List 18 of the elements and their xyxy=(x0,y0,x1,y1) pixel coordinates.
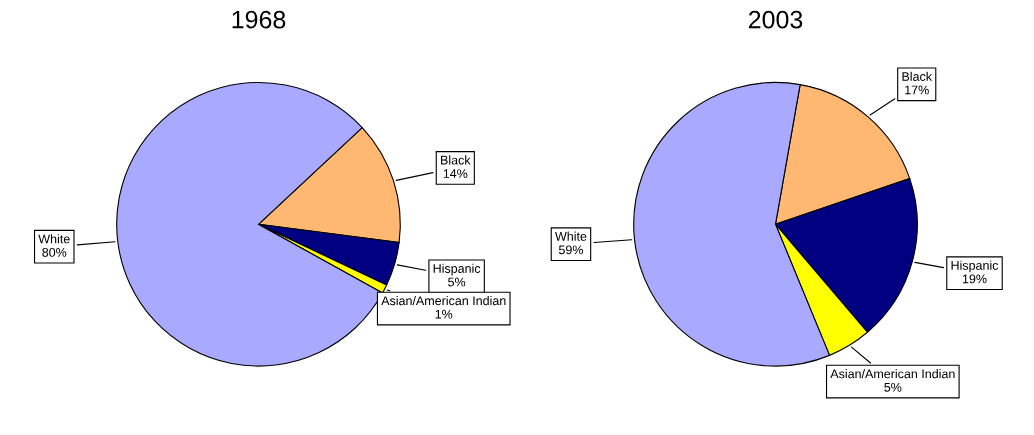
slice-label: Hispanic xyxy=(433,263,481,276)
slice-label: White xyxy=(555,231,587,241)
slice-label: White xyxy=(38,234,70,244)
data-label: 5% xyxy=(884,382,902,392)
slice-label: Black xyxy=(902,71,933,81)
data-label: 59% xyxy=(558,245,584,255)
data-label: 5% xyxy=(448,277,466,287)
data-label: 19% xyxy=(962,274,987,284)
data-label: 17% xyxy=(905,85,929,95)
data-label: 1% xyxy=(435,309,453,319)
chart-title: 2003 xyxy=(748,10,803,29)
slice-label: Black xyxy=(441,155,471,165)
chart-title: 1968 xyxy=(232,10,286,29)
slice-label: Asian/American Indian xyxy=(381,295,506,306)
slice-label: Hispanic xyxy=(951,260,999,273)
data-label: 14% xyxy=(443,169,468,178)
slice-label: Asian/American Indian xyxy=(830,369,955,379)
data-label: 80% xyxy=(42,247,67,257)
